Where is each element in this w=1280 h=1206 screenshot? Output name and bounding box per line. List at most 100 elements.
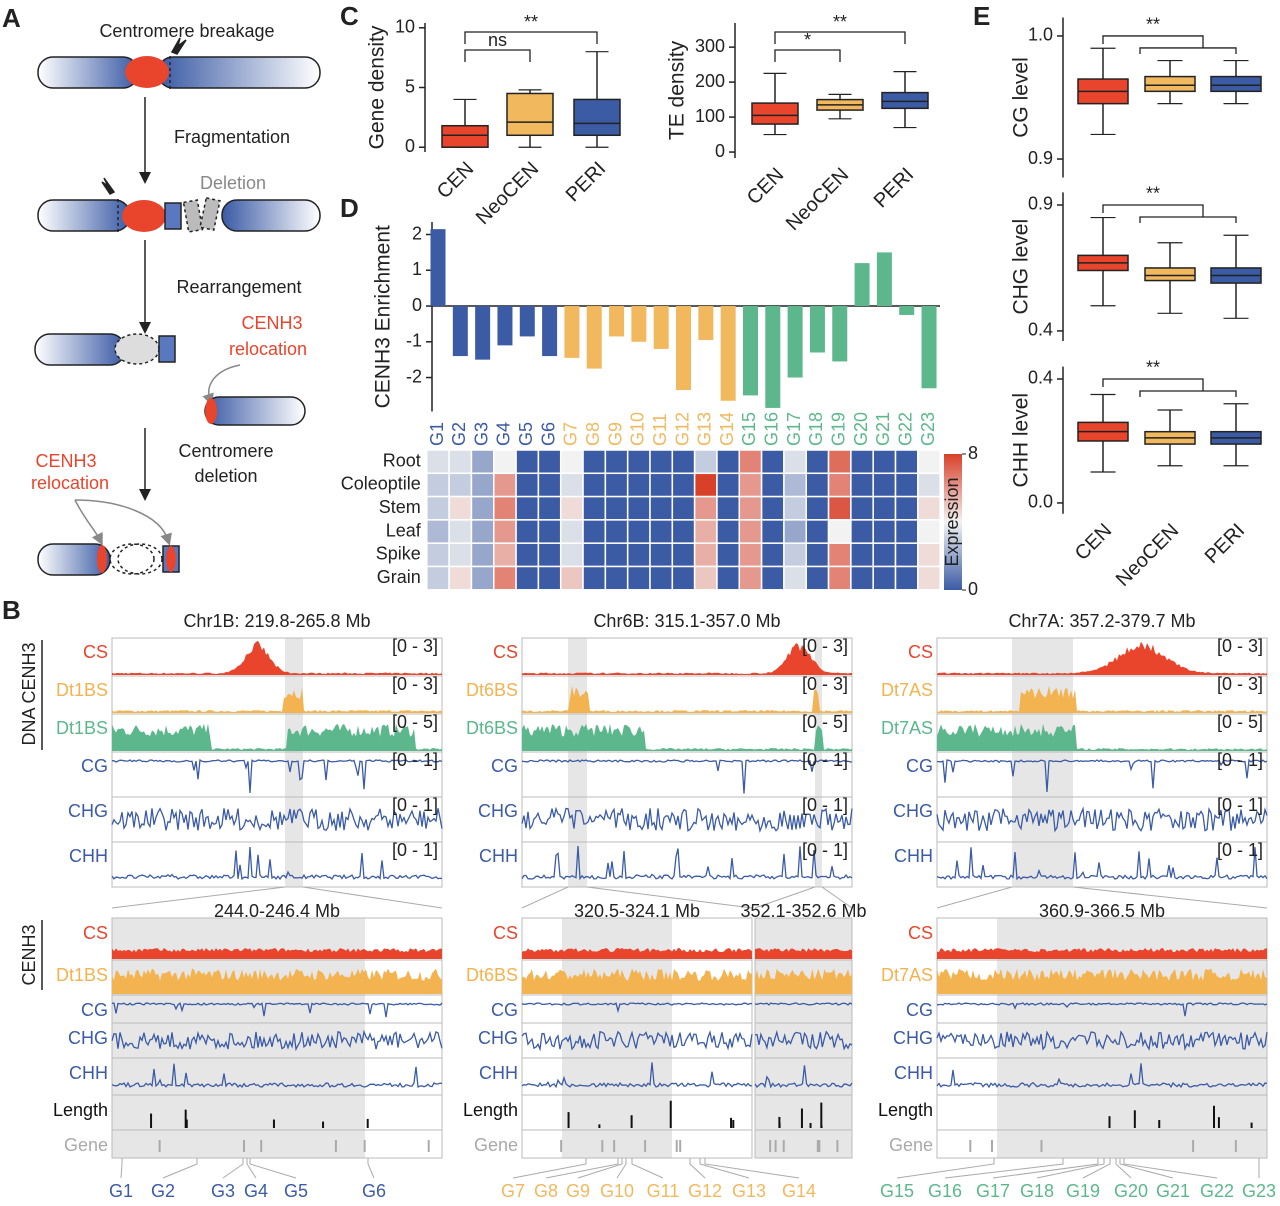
heat-cell [448,472,473,498]
heat-cell [827,542,852,568]
heat-cell [493,495,517,521]
box [573,98,621,137]
bar [475,306,491,360]
track-frame [936,841,1268,888]
heat-cell [917,495,941,521]
sig-label: ** [1146,184,1160,204]
x-tick-label: G22 [895,412,915,446]
track-label: CHH [894,846,933,866]
x-tick-label: NeoCEN [1112,520,1183,591]
track-label: CS [493,642,518,662]
heat-cell [448,565,473,591]
track-label: CHG [893,801,933,821]
gene-label: G16 [928,1181,962,1201]
track-label: Dt6BS [466,680,518,700]
heat-cell [738,519,763,544]
heat-cell [470,472,495,498]
gene-label: G14 [782,1181,816,1201]
heat-cell [671,449,696,475]
heat-cell [671,519,696,544]
heat-cell [470,449,495,475]
heat-cell [693,519,718,544]
x-tick-label: G2 [449,422,469,446]
bar [899,306,915,315]
heat-cell [917,565,941,591]
track-signal [522,948,752,959]
heat-cell [827,472,852,498]
heat-cell [805,449,830,475]
heat-cell [738,472,763,498]
gene-connector [222,1158,244,1179]
heat-cell [872,565,897,591]
heat-cell [515,519,540,544]
gene-label: G9 [566,1181,590,1201]
track-label: CHH [69,846,108,866]
heat-cell [649,542,674,568]
sig-bracket [1102,204,1237,223]
heat-cell [760,519,785,544]
heat-cell [582,495,607,521]
step-label: Deletion [200,173,266,193]
track-signal [112,723,442,751]
heat-cell [805,519,830,544]
zoom-title: 360.9-366.5 Mb [1039,901,1165,921]
bar [832,306,848,362]
heat-cell [783,449,807,475]
box [751,102,799,125]
track-range: [0 - 3] [1217,674,1263,694]
y-axis-label: CHG level [1010,219,1033,315]
track-range: [0 - 1] [1217,840,1263,860]
gene-connector [249,1158,297,1179]
sig-label: ** [833,12,847,32]
gene-label: G19 [1066,1181,1100,1201]
bar [519,306,535,337]
heat-cell [760,495,785,521]
gene-connector [162,1158,198,1179]
track-signal [936,1063,1268,1089]
heat-cell [738,565,763,591]
heat-cell [493,542,517,568]
track-signal [112,687,442,713]
track-signal [112,948,442,959]
heat-cell [894,565,919,591]
track-signal [111,1029,443,1052]
track-label: CG [491,1000,518,1020]
gene-connector [699,1158,750,1179]
heat-cell [716,565,741,591]
track-signal [522,723,852,751]
gene-connector [367,1158,375,1179]
y-tick-label: 0.9 [1028,148,1053,168]
gene-connector [120,1158,123,1179]
bar [609,306,625,337]
track-label: Dt7AS [881,680,933,700]
gene-connector [704,1158,800,1179]
track-label: CHH [69,1063,108,1083]
heat-cell [716,449,741,475]
x-tick-label: G8 [583,422,603,446]
heat-cell [626,565,651,591]
sig-bracket [464,31,598,44]
step-label: Centromere [178,441,273,461]
step-label: Rearrangement [176,277,301,297]
gene-label: G6 [362,1181,386,1201]
track-signal [936,847,1268,881]
heat-cell [649,472,674,498]
sig-label: ns [488,30,507,50]
heat-cell [693,449,718,475]
x-tick-label: PERI [870,164,919,213]
heat-cell [470,495,495,521]
heat-cell [917,542,941,568]
x-tick-label: G23 [918,412,938,446]
track-signal [112,968,442,994]
bar [698,306,714,340]
sig-label: * [804,30,811,50]
heat-cell [448,449,473,475]
box [441,124,489,148]
heat-cell [716,495,741,521]
heat-cell [559,495,584,521]
heat-cell [515,449,540,475]
track-signal [936,1030,1268,1052]
sig-label: ** [524,12,538,32]
heat-cell [760,565,785,591]
